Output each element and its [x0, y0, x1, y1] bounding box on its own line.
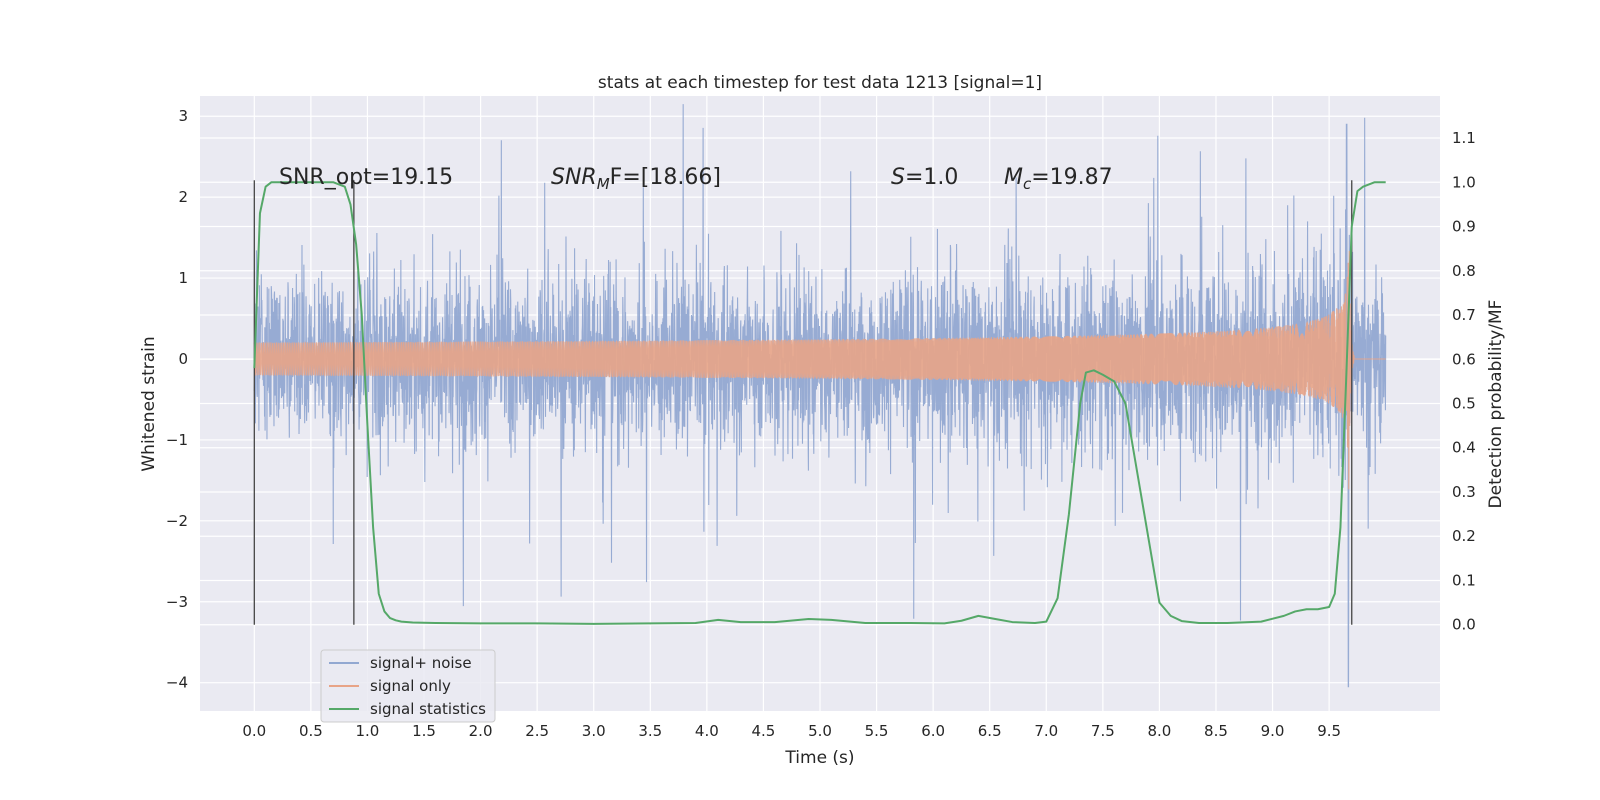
mc-annotation: Mc=19.87	[1004, 165, 1113, 193]
x-tick-label: 6.5	[978, 722, 1002, 740]
mc-main: M	[1004, 165, 1023, 190]
y2-tick-label: 0.9	[1452, 218, 1476, 236]
x-tick-label: 5.5	[865, 722, 889, 740]
y-axis-label: Whitened strain	[139, 336, 159, 471]
x-tick-label: 9.5	[1317, 722, 1341, 740]
y-tick-label: −3	[166, 593, 188, 611]
s-annotation: S=1.0	[891, 165, 958, 190]
legend-label-signal-only: signal only	[370, 677, 451, 695]
s-rest: =1.0	[905, 165, 958, 190]
y2-tick-label: 0.0	[1452, 616, 1476, 634]
x-tick-label: 3.5	[638, 722, 662, 740]
mc-rest: =19.87	[1031, 165, 1112, 190]
y-tick-label: 0	[178, 350, 188, 368]
x-tick-label: 0.5	[299, 722, 323, 740]
y2-tick-label: 0.2	[1452, 527, 1476, 545]
snr-opt-annotation: SNR_opt=19.15	[279, 165, 453, 190]
signal-only-series	[253, 250, 1386, 490]
y2-tick-label: 0.7	[1452, 306, 1476, 324]
x-tick-label: 3.0	[582, 722, 606, 740]
snr-mf-rest: F=[18.66]	[610, 165, 721, 190]
vertical-markers	[253, 180, 1353, 625]
s-main: S	[891, 165, 905, 190]
mc-sub: c	[1023, 175, 1032, 193]
chart-title: stats at each timestep for test data 121…	[598, 73, 1042, 93]
y2-tick-label: 0.5	[1452, 395, 1476, 413]
x-axis-label: Time (s)	[784, 748, 854, 768]
x-tick-label: 2.0	[469, 722, 493, 740]
x-tick-label: 8.5	[1204, 722, 1228, 740]
y2-tick-label: 0.3	[1452, 483, 1476, 501]
x-tick-label: 6.0	[921, 722, 945, 740]
y2-tick-labels: 0.0 0.1 0.2 0.3 0.4 0.5 0.6 0.7 0.8 0.9 1.0 1.1	[1452, 129, 1476, 634]
snr-mf-main: SNR	[551, 165, 597, 190]
x-tick-label: 7.0	[1034, 722, 1058, 740]
x-tick-label: 2.5	[525, 722, 549, 740]
x-tick-label: 9.0	[1261, 722, 1285, 740]
legend-label-signal-statistics: signal statistics	[370, 700, 486, 718]
y2-tick-label: 0.1	[1452, 571, 1476, 589]
y-tick-label: 3	[178, 107, 188, 125]
y-tick-label: −4	[166, 674, 188, 692]
snr-mf-annotation: SNRMF=[18.66]	[551, 165, 721, 193]
signal-statistics-line	[253, 181, 1386, 625]
y2-tick-label: 0.8	[1452, 262, 1476, 280]
x-tick-label: 1.0	[356, 722, 380, 740]
y2-tick-label: 1.1	[1452, 129, 1476, 147]
legend-label-signal-noise: signal+ noise	[370, 654, 472, 672]
x-tick-label: 0.0	[242, 722, 266, 740]
y-tick-label: −2	[166, 512, 188, 530]
y2-axis-label: Detection probability/MF	[1486, 300, 1506, 509]
x-tick-labels: 0.0 0.5 1.0 1.5 2.0 2.5 3.0 3.5 4.0 4.5 5.0 5.5 6.0 6…	[242, 722, 1341, 740]
x-tick-label: 4.0	[695, 722, 719, 740]
y-tick-labels: −4 −3 −2 −1 0 1 2 3	[166, 107, 188, 691]
x-tick-label: 4.5	[752, 722, 776, 740]
x-tick-label: 7.5	[1091, 722, 1115, 740]
snr-mf-sub: M	[597, 175, 610, 193]
signal-only-line	[253, 250, 1386, 490]
y-tick-label: 2	[178, 188, 188, 206]
y-tick-label: −1	[166, 431, 188, 449]
y2-tick-label: 1.0	[1452, 173, 1476, 191]
x-tick-label: 8.0	[1147, 722, 1171, 740]
legend: signal+ noise signal only signal statist…	[320, 649, 496, 723]
x-tick-label: 1.5	[412, 722, 436, 740]
y2-tick-label: 0.6	[1452, 350, 1476, 368]
signal-statistics-series	[253, 181, 1386, 625]
legend-box	[320, 649, 496, 723]
y2-tick-label: 0.4	[1452, 439, 1476, 457]
x-tick-label: 5.0	[808, 722, 832, 740]
y-tick-label: 1	[178, 269, 188, 287]
